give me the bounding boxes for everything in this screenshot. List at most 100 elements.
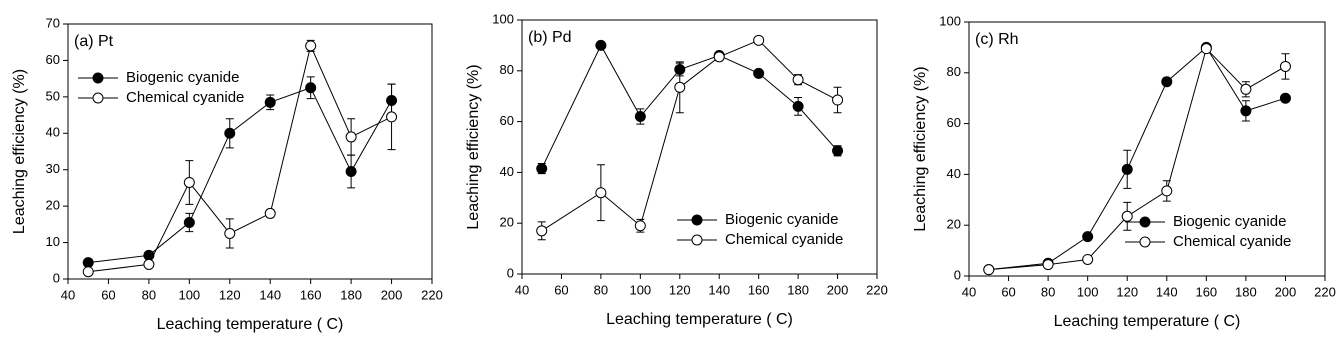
y-tick-label: 100	[939, 13, 961, 28]
x-tick-label: 160	[1195, 284, 1217, 299]
panel-label: (c) Rh	[975, 31, 1019, 48]
legend-label: Chemical cyanide	[725, 231, 843, 248]
marker	[536, 225, 548, 237]
x-tick-label: 200	[827, 282, 849, 297]
legend-marker	[1139, 216, 1151, 228]
marker	[792, 74, 804, 86]
marker	[792, 100, 804, 112]
marker	[1042, 259, 1054, 271]
x-tick-label: 40	[515, 282, 529, 297]
x-tick-label: 120	[1116, 284, 1138, 299]
marker	[82, 257, 94, 269]
y-tick-label: 30	[46, 161, 60, 176]
legend-marker	[691, 214, 703, 226]
series-line	[88, 87, 392, 264]
y-tick-label: 40	[46, 125, 60, 140]
marker	[264, 96, 276, 108]
marker	[634, 111, 646, 123]
legend-marker	[1139, 236, 1151, 248]
y-tick-label: 0	[53, 270, 60, 285]
plot-frame	[968, 21, 1326, 277]
x-tick-label: 60	[101, 287, 115, 302]
x-tick-label: 180	[340, 287, 362, 302]
panel: 40 60 80 100 120 140 160 180 200 220 0 20 40 60 80 100 L…	[912, 13, 1336, 330]
y-tick-label: 20	[46, 198, 60, 213]
marker	[753, 67, 765, 79]
legend-label: Biogenic cyanide	[126, 69, 239, 86]
marker	[634, 220, 646, 232]
y-tick-label: 80	[947, 64, 961, 79]
x-tick-label: 60	[1001, 284, 1015, 299]
marker	[1161, 76, 1173, 88]
marker	[595, 39, 607, 51]
marker	[1082, 231, 1094, 243]
legend-marker	[92, 92, 104, 104]
y-tick-label: 10	[46, 234, 60, 249]
marker	[305, 82, 317, 94]
legend-marker	[92, 72, 104, 84]
x-tick-label: 200	[381, 287, 403, 302]
series-line	[88, 44, 392, 273]
x-tick-label: 220	[866, 282, 888, 297]
x-axis-label: Leaching temperature ( C)	[157, 316, 344, 333]
series-line	[541, 44, 838, 169]
plot-frame	[67, 23, 433, 280]
marker	[305, 40, 317, 52]
y-axis-label: Leaching efficiency (%)	[11, 69, 28, 234]
marker	[1279, 60, 1291, 72]
series-line	[988, 47, 1286, 271]
marker	[183, 217, 195, 229]
panel-label: (a) Pt	[74, 33, 114, 50]
x-tick-label: 220	[1314, 284, 1336, 299]
x-tick-label: 140	[1156, 284, 1178, 299]
x-tick-label: 180	[787, 282, 809, 297]
x-tick-label: 180	[1235, 284, 1257, 299]
marker	[143, 258, 155, 270]
y-tick-label: 40	[500, 164, 514, 179]
x-tick-label: 120	[219, 287, 241, 302]
y-tick-label: 50	[46, 88, 60, 103]
x-tick-label: 100	[178, 287, 200, 302]
y-tick-label: 40	[947, 166, 961, 181]
marker	[1240, 83, 1252, 95]
x-tick-label: 200	[1275, 284, 1297, 299]
marker	[224, 227, 236, 239]
marker	[345, 131, 357, 143]
marker	[1200, 43, 1212, 55]
x-tick-label: 100	[629, 282, 651, 297]
x-tick-label: 120	[669, 282, 691, 297]
x-tick-label: 140	[708, 282, 730, 297]
panel-label: (b) Pd	[528, 29, 572, 46]
legend-marker	[691, 234, 703, 246]
y-tick-label: 0	[954, 267, 961, 282]
x-tick-label: 160	[300, 287, 322, 302]
marker	[1121, 210, 1133, 222]
marker	[832, 145, 844, 157]
y-tick-label: 80	[500, 62, 514, 77]
marker	[1121, 163, 1133, 175]
legend-label: Chemical cyanide	[126, 89, 244, 106]
plot-frame	[521, 19, 878, 275]
marker	[983, 264, 995, 276]
y-axis-label: Leaching efficiency (%)	[912, 66, 929, 231]
marker	[536, 163, 548, 175]
x-tick-label: 160	[748, 282, 770, 297]
marker	[183, 176, 195, 188]
x-tick-label: 80	[142, 287, 156, 302]
x-tick-label: 40	[962, 284, 976, 299]
panel: 40 60 80 100 120 140 160 180 200 220 0 10 20 30 40 50 60…	[11, 15, 443, 333]
y-tick-label: 0	[507, 265, 514, 280]
legend-label: Chemical cyanide	[1173, 233, 1291, 250]
x-tick-label: 100	[1077, 284, 1099, 299]
series-line	[541, 39, 838, 232]
marker	[264, 207, 276, 219]
x-tick-label: 140	[259, 287, 281, 302]
x-axis-label: Leaching temperature ( C)	[606, 311, 793, 328]
marker	[224, 127, 236, 139]
marker	[345, 166, 357, 178]
x-tick-label: 40	[61, 287, 75, 302]
legend-label: Biogenic cyanide	[1173, 213, 1286, 230]
y-axis-label: Leaching efficiency (%)	[465, 64, 482, 229]
y-tick-label: 100	[492, 11, 514, 26]
y-tick-label: 20	[947, 217, 961, 232]
